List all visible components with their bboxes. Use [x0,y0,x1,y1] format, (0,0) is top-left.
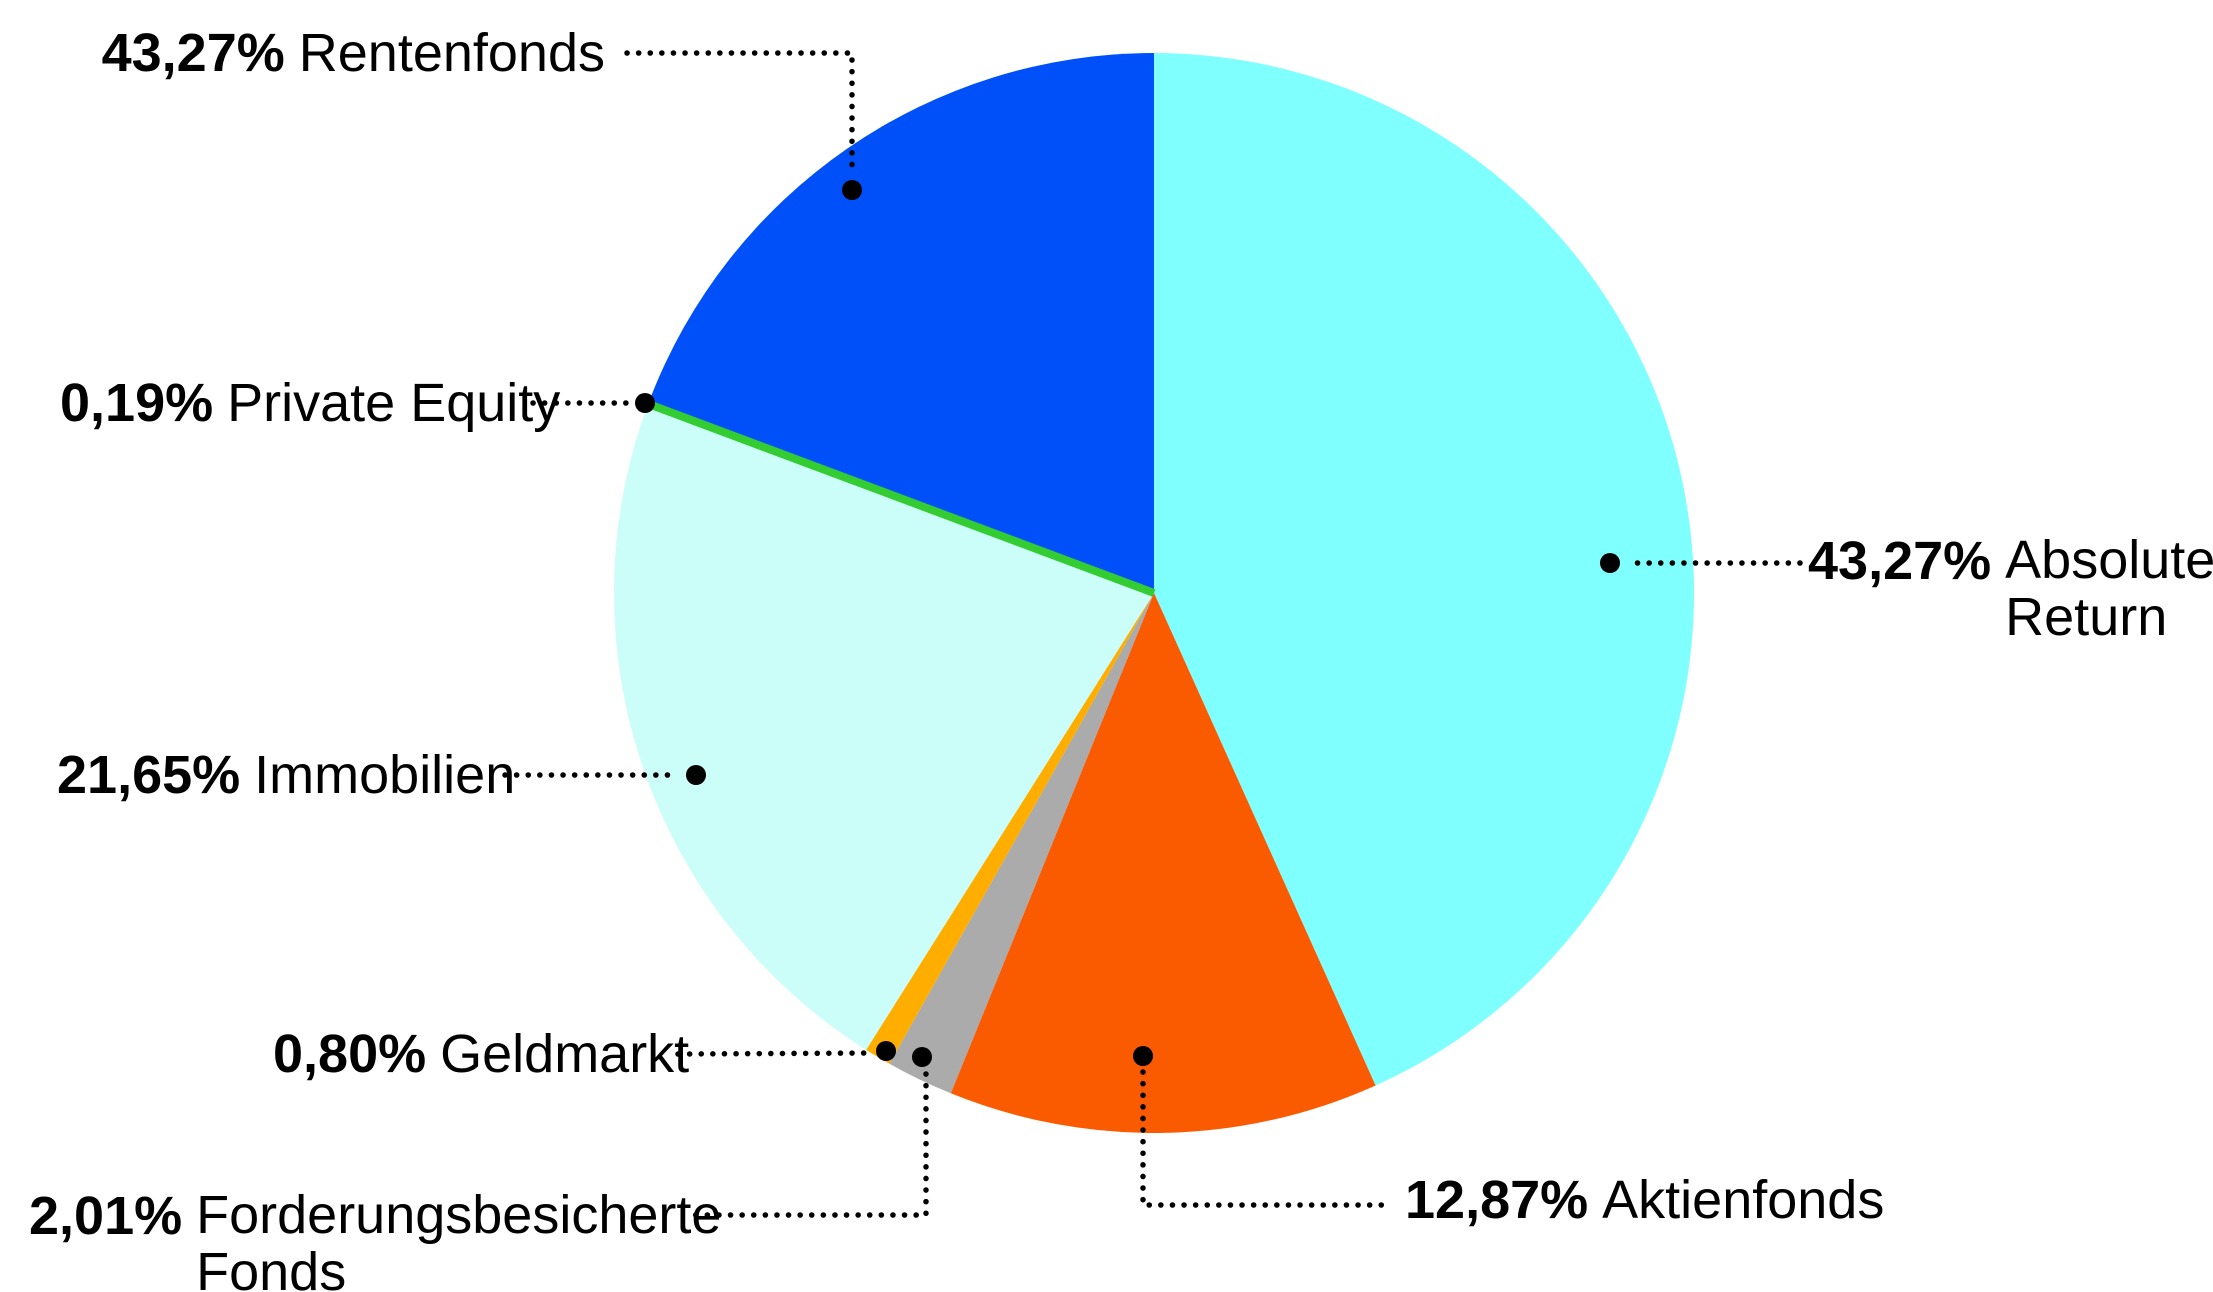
geldmarkt-name: Geldmarkt [440,1024,690,1084]
slice-immobilien [613,406,1154,1050]
leader-dot-rentenfonds [842,180,862,200]
forderungsbesicherte-name: Forderungsbesicherte Fonds [196,1185,722,1292]
slice-highlight-private-equity [646,400,1156,597]
forderungsbesicherte-percent: 2,01% [29,1186,183,1246]
leader-dot-immobilien [686,765,706,785]
rentenfonds-name: Rentenfonds [298,23,605,83]
immobilien-percent: 21,65% [57,745,241,805]
rentenfonds-percent: 43,27% [101,23,285,83]
leader-dot-geldmarkt [876,1041,896,1061]
private-equity-percent: 0,19% [60,373,214,433]
geldmarkt-percent: 0,80% [273,1024,427,1084]
label-immobilien: 21,65% Immobilien [57,745,515,805]
label-forderungsbesicherte-fonds: 2,01% Forderungsbesicherte Fonds [29,1187,721,1292]
leader-dot-forderungsbesicherte-fonds [912,1047,932,1067]
private-equity-name: Private Equity [227,373,561,433]
leader-line-forderungsbesicherte-fonds [689,1071,929,1218]
absolute-return-name: Absolute Return [2005,530,2213,647]
aktienfonds-percent: 12,87% [1405,1170,1589,1230]
label-aktienfonds: 12,87% Aktienfonds [1405,1171,1884,1229]
leader-line-geldmarkt [675,1050,869,1057]
absolute-return-percent: 43,27% [1808,531,1992,591]
slice-absolute-return [1154,53,1695,1086]
label-geldmarkt: 0,80% Geldmarkt [273,1024,689,1084]
slice-geldmarkt [866,593,1154,1064]
leader-dot-absolute-return [1600,553,1620,573]
slice-rentenfonds [649,53,1154,593]
slice-aktienfonds [950,593,1376,1134]
leader-line-rentenfonds [624,50,855,177]
leader-dot-private-equity [635,393,655,413]
leader-line-aktienfonds [1140,1069,1391,1208]
immobilien-name: Immobilien [254,745,516,805]
label-absolute-return: 43,27% Absolute Return [1808,532,2213,646]
leader-dot-aktienfonds [1133,1046,1153,1066]
aktienfonds-name: Aktienfonds [1602,1170,1885,1230]
label-rentenfonds: 43,27% Rentenfonds [60,24,605,82]
label-private-equity: 0,19% Private Equity [60,373,560,433]
slice-forderungsbesicherte-fonds [889,593,1154,1094]
